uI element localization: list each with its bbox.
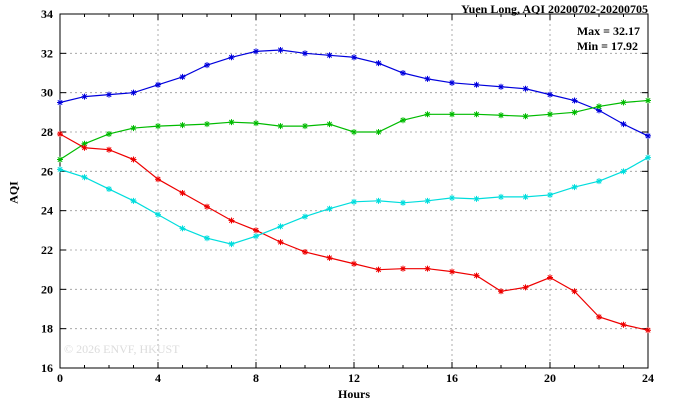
y-tick-label: 28 <box>41 125 53 139</box>
series-blue-markers <box>57 46 651 139</box>
y-axis-label: AQI <box>6 181 21 204</box>
x-tick-label: 12 <box>348 371 360 385</box>
x-axis-label: Hours <box>337 387 370 401</box>
x-tick-label: 4 <box>155 371 161 385</box>
watermark: © 2026 ENVF, HKUST <box>64 342 180 356</box>
y-tick-label: 34 <box>41 7 53 21</box>
chart-title: Yuen Long, AQI 20200702-20200705 <box>461 2 648 16</box>
series-blue-line <box>59 49 649 137</box>
y-tick-label: 20 <box>41 282 53 296</box>
series-cyan-markers <box>57 154 651 248</box>
x-tick-label: 24 <box>642 371 654 385</box>
x-tick-label: 20 <box>544 371 556 385</box>
y-tick-label: 30 <box>41 86 53 100</box>
y-tick-label: 32 <box>41 46 53 60</box>
x-tick-label: 0 <box>57 371 63 385</box>
x-tick-label: 16 <box>446 371 458 385</box>
y-tick-label: 16 <box>41 361 53 375</box>
y-tick-label: 24 <box>41 204 53 218</box>
max-min-annotation: Max = 32.17 Min = 17.92 <box>577 24 640 54</box>
series-green-markers <box>57 97 651 163</box>
x-tick-label: 8 <box>253 371 259 385</box>
y-tick-label: 26 <box>41 164 53 178</box>
y-tick-label: 22 <box>41 243 53 257</box>
max-annotation: Max = 32.17 <box>576 24 640 38</box>
min-annotation: Min = 17.92 <box>576 39 638 53</box>
y-tick-label: 18 <box>41 322 53 336</box>
series-red-markers <box>57 130 651 334</box>
